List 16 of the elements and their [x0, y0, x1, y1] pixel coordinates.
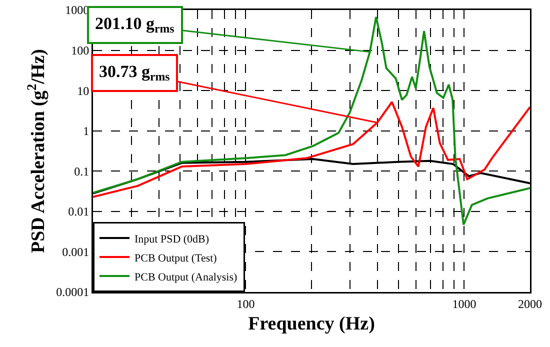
x-tick-label: 2000 [518, 296, 542, 311]
y-tick-label: 10 [77, 84, 90, 98]
annotation: 201.10 g$_{rms}$ [95, 14, 175, 36]
legend-label: PCB Output (Test) [134, 252, 218, 264]
legend-label: PCB Output (Analysis) [134, 271, 238, 284]
x-axis-title: Frequency (Hz) [248, 313, 375, 334]
x-tick-label: 1000 [452, 296, 476, 311]
y-tick-label: 1 [83, 124, 90, 138]
y-tick-label: 0.001 [62, 244, 90, 259]
y-tick-label: 100 [71, 43, 90, 58]
x-tick-label: 100 [236, 296, 255, 311]
annotation: 30.73 g$_{rms}$ [99, 62, 170, 84]
y-tick-label: 0.01 [68, 204, 90, 219]
legend-label: Input PSD (0dB) [134, 233, 210, 246]
y-tick-label: 0.1 [74, 164, 90, 178]
y-tick-label: 0.0001 [56, 285, 90, 300]
